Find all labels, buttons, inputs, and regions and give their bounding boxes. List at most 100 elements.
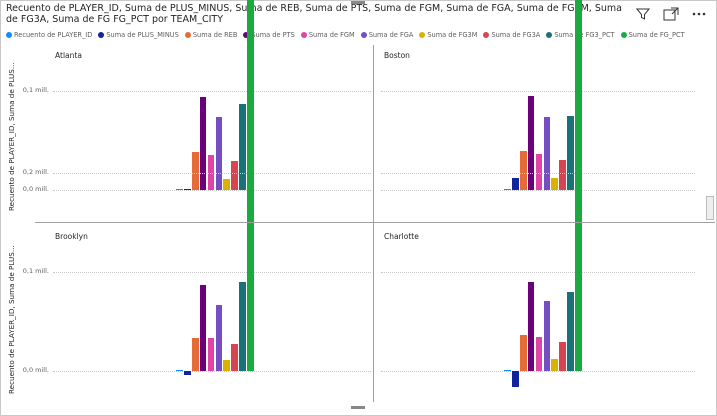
bar-suma-de-reb[interactable] (191, 338, 199, 371)
gridline (53, 371, 371, 372)
bar-suma-de-plus-minus[interactable] (183, 189, 191, 190)
legend-marker (620, 32, 627, 38)
bar-suma-de-fgm[interactable] (207, 338, 215, 371)
bar-suma-de-reb[interactable] (519, 151, 527, 190)
legend-marker (98, 32, 105, 38)
bar-suma-de-fg3m[interactable] (551, 178, 559, 190)
legend-item[interactable]: Suma de REB (184, 31, 238, 39)
bar-suma-de-fg3-pct[interactable] (239, 281, 246, 371)
panel-label: Charlotte (384, 232, 419, 241)
bar-recuento-de-player-id[interactable] (504, 370, 511, 371)
legend-item[interactable]: Suma de FG3A (483, 31, 540, 39)
gridline (381, 272, 695, 273)
bar-suma-de-pts[interactable] (199, 96, 207, 190)
visual-header-icons (634, 7, 708, 21)
panel-label: Brooklyn (55, 232, 88, 241)
resize-handle-bottom[interactable] (351, 406, 365, 409)
bar-suma-de-plus-minus[interactable] (511, 371, 519, 387)
legend-item[interactable]: Suma de FG3M (419, 31, 477, 39)
bar-recuento-de-player-id[interactable] (176, 370, 183, 371)
more-options-icon[interactable] (690, 7, 708, 21)
bar-suma-de-fg3a[interactable] (559, 160, 567, 190)
bar-suma-de-plus-minus[interactable] (511, 178, 519, 190)
bar-suma-de-fga[interactable] (543, 116, 551, 190)
chart-legend: Recuento de PLAYER_ID Suma de PLUS_MINUS S… (6, 31, 685, 39)
bar-suma-de-fg-pct[interactable] (575, 164, 582, 371)
bar-suma-de-fga[interactable] (215, 116, 223, 190)
legend-label: Suma de FG3_PCT (554, 31, 615, 39)
legend-label: Recuento de PLAYER_ID (14, 31, 93, 39)
legend-label: Suma de PTS (251, 31, 295, 39)
legend-item[interactable]: Suma de FG3_PCT (546, 31, 615, 39)
legend-item[interactable]: Suma de FGM (300, 31, 355, 39)
legend-label: Suma de REB (192, 31, 238, 39)
bar-recuento-de-player-id[interactable] (176, 189, 183, 190)
y-tick-label: 0,1 mill. (22, 267, 49, 275)
bar-suma-de-plus-minus[interactable] (183, 371, 191, 375)
panel-divider-vertical (373, 45, 374, 402)
bar-recuento-de-player-id[interactable] (504, 189, 511, 190)
bar-suma-de-fg-pct[interactable] (575, 0, 582, 190)
legend-label: Suma de PLUS_MINUS (106, 31, 179, 39)
bar-suma-de-fgm[interactable] (535, 337, 543, 371)
bar-suma-de-fg3a[interactable] (559, 342, 567, 371)
legend-label: Suma de FGM (308, 31, 355, 39)
bar-suma-de-fg3a[interactable] (231, 344, 239, 371)
bar-suma-de-fgm[interactable] (207, 155, 215, 190)
legend-label: Suma de FGA (368, 31, 414, 39)
y-tick-label: 0,2 mill. (22, 168, 49, 176)
y-tick-label: 0,0 mill. (22, 366, 49, 374)
legend-marker (419, 32, 426, 38)
bar-suma-de-fg-pct[interactable] (247, 0, 254, 190)
bar-suma-de-fg-pct[interactable] (247, 170, 254, 371)
legend-marker (300, 32, 307, 38)
y-tick-label: 0,1 mill. (22, 86, 49, 94)
gridline (381, 173, 695, 174)
gridline (53, 173, 371, 174)
bar-suma-de-pts[interactable] (199, 284, 207, 371)
bar-suma-de-fg3-pct[interactable] (567, 115, 574, 190)
legend-marker (184, 32, 191, 38)
bar-suma-de-fga[interactable] (215, 304, 223, 371)
legend-marker (6, 32, 12, 38)
scrollbar[interactable] (706, 196, 714, 220)
gridline (53, 91, 371, 92)
panel-label: Boston (384, 51, 410, 60)
gridline (381, 190, 695, 191)
bar-suma-de-fg3-pct[interactable] (567, 291, 574, 371)
legend-label: Suma de FG_PCT (628, 31, 685, 39)
legend-marker (360, 32, 367, 38)
bar-suma-de-pts[interactable] (527, 281, 535, 371)
bar-suma-de-fga[interactable] (543, 300, 551, 371)
bar-suma-de-fg3m[interactable] (551, 359, 559, 371)
bar-suma-de-fg3a[interactable] (231, 161, 239, 190)
y-tick-label: 0,0 mill. (22, 185, 49, 193)
bar-suma-de-fgm[interactable] (535, 154, 543, 190)
focus-mode-icon[interactable] (662, 7, 680, 21)
panel-divider-horizontal (35, 222, 715, 223)
gridline (381, 371, 695, 372)
gridline (381, 91, 695, 92)
bar-suma-de-fg3m[interactable] (223, 179, 231, 190)
legend-label: Suma de FG3A (491, 31, 541, 39)
legend-marker (243, 32, 250, 38)
legend-marker (483, 32, 490, 38)
legend-marker (546, 32, 553, 38)
legend-item[interactable]: Suma de FGA (360, 31, 414, 39)
legend-item[interactable]: Suma de FG_PCT (620, 31, 685, 39)
bar-suma-de-pts[interactable] (527, 95, 535, 190)
legend-item[interactable]: Recuento de PLAYER_ID (6, 31, 92, 39)
chart-title: Recuento de PLAYER_ID, Suma de PLUS_MINU… (6, 3, 622, 25)
filter-icon[interactable] (634, 7, 652, 21)
legend-item[interactable]: Suma de PLUS_MINUS (98, 31, 179, 39)
bar-suma-de-reb[interactable] (191, 152, 199, 190)
gridline (53, 190, 371, 191)
bar-suma-de-fg3m[interactable] (223, 360, 231, 371)
bar-suma-de-reb[interactable] (519, 335, 527, 371)
resize-handle-top[interactable] (351, 1, 365, 4)
gridline (53, 272, 371, 273)
panel-label: Atlanta (55, 51, 82, 60)
legend-item[interactable]: Suma de PTS (243, 31, 295, 39)
bar-suma-de-fg3-pct[interactable] (239, 103, 246, 190)
